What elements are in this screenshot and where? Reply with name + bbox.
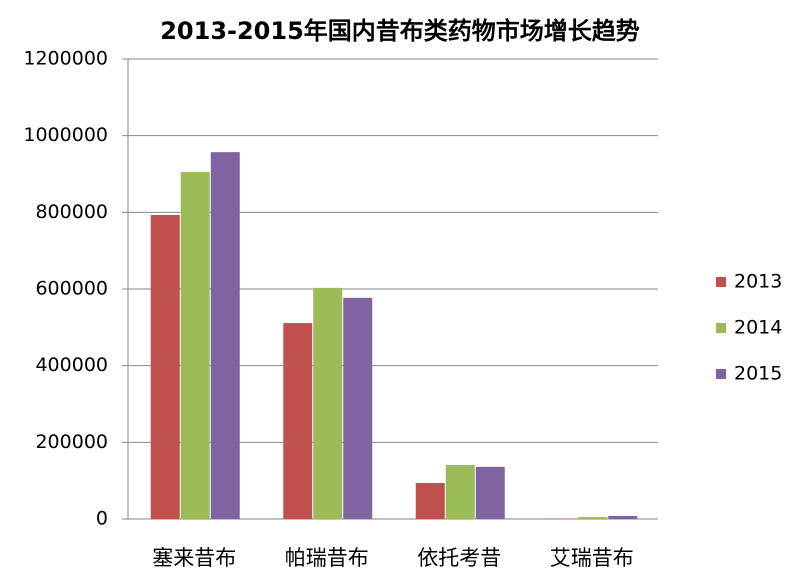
x-tick-label: 艾瑞昔布 — [550, 546, 634, 570]
bar — [150, 215, 180, 519]
chart-title: 2013-2015年国内昔布类药物市场增长趋势 — [160, 17, 640, 45]
x-tick-label: 依托考昔 — [417, 546, 501, 570]
legend-label: 2014 — [734, 317, 782, 339]
bar — [415, 482, 445, 519]
bar — [343, 297, 373, 519]
y-tick-label: 1000000 — [23, 124, 108, 146]
y-tick-label: 1200000 — [23, 48, 108, 70]
x-tick-label: 帕瑞昔布 — [285, 546, 369, 570]
y-tick-label: 0 — [96, 508, 108, 530]
legend-swatch — [716, 369, 726, 379]
bar — [445, 464, 475, 519]
bar — [313, 287, 343, 519]
y-tick-label: 800000 — [35, 201, 108, 223]
bar — [283, 323, 313, 519]
y-tick-label: 200000 — [35, 431, 108, 453]
legend-label: 2013 — [734, 271, 782, 293]
y-tick-label: 400000 — [35, 354, 108, 376]
legend-label: 2015 — [734, 363, 782, 385]
bar — [475, 466, 505, 519]
bar — [578, 517, 608, 519]
legend-swatch — [716, 323, 726, 333]
bar — [180, 172, 210, 520]
x-tick-label: 塞来昔布 — [152, 546, 236, 570]
bar — [210, 152, 240, 519]
bar — [608, 515, 638, 519]
y-tick-label: 600000 — [35, 278, 108, 300]
legend-swatch — [716, 277, 726, 287]
